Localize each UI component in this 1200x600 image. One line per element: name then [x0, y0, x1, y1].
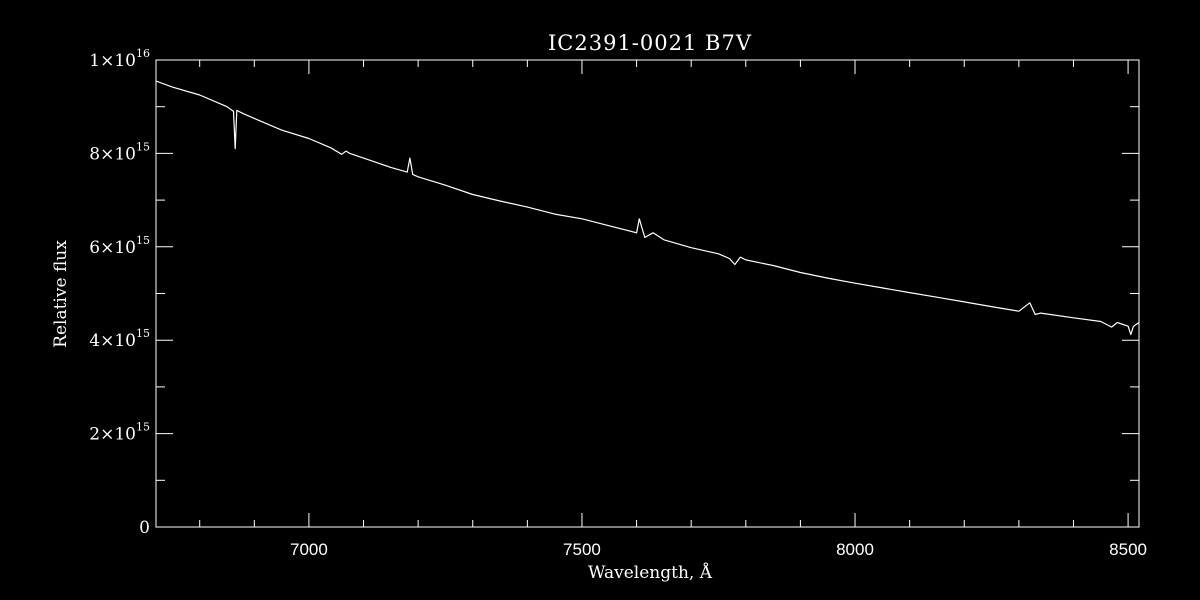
y-tick-label: 1×1016	[89, 47, 150, 71]
y-tick-label: 4×1015	[89, 327, 150, 351]
y-tick-label: 8×1015	[89, 140, 150, 164]
x-tick-label: 8500	[1109, 540, 1147, 559]
y-tick-mantissa: 0	[139, 518, 150, 538]
axis-tick-labels: 7000 7500 8000 850002×10154×10156×10158×101…	[89, 47, 1147, 559]
y-tick-mantissa: 2×10	[89, 425, 136, 445]
y-tick-exponent: 15	[136, 327, 150, 340]
y-tick-exponent: 15	[136, 421, 150, 434]
y-tick-mantissa: 8×10	[89, 144, 136, 164]
y-tick-mantissa: 1×10	[89, 51, 136, 71]
y-tick-mantissa: 4×10	[89, 331, 136, 351]
axis-ticks	[156, 59, 1139, 528]
y-tick-exponent: 16	[136, 47, 150, 60]
y-tick-mantissa: 6×10	[89, 238, 136, 258]
y-axis-label: Relative flux	[51, 240, 71, 348]
chart-title: IC2391-0021 B7V	[548, 31, 752, 55]
y-tick-exponent: 15	[136, 234, 150, 247]
x-axis-label: Wavelength, Å	[588, 562, 713, 583]
x-tick-label: 8000	[836, 540, 874, 559]
y-tick-label: 0	[139, 518, 150, 538]
x-tick-label: 7500	[563, 540, 601, 559]
y-tick-label: 6×1015	[89, 234, 150, 258]
x-tick-label: 7000	[290, 540, 328, 559]
spectrum-line	[155, 80, 1140, 336]
y-tick-label: 2×1015	[89, 421, 150, 445]
y-tick-exponent: 15	[136, 140, 150, 153]
